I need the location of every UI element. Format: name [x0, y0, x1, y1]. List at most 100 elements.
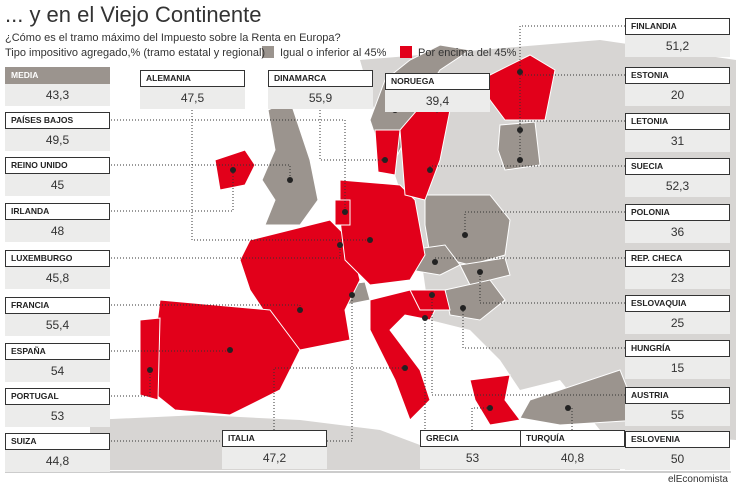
country-box: TURQUÍA 40,8 [520, 430, 625, 469]
country-name: PORTUGAL [5, 388, 110, 405]
country-name: LUXEMBURGO [5, 250, 110, 267]
country-value: 48 [5, 220, 110, 242]
country-value: 51,2 [625, 35, 730, 57]
country-name: ESLOVAQUIA [625, 295, 730, 312]
legend: Igual o inferior al 45% Por encima del 4… [262, 46, 517, 59]
country-box: REP. CHECA 23 [625, 250, 730, 289]
country-value: 53 [5, 405, 110, 427]
country-name: ESTONIA [625, 67, 730, 84]
leader-line [111, 245, 341, 259]
legend-swatch [262, 46, 274, 58]
country-value: 50 [625, 448, 730, 470]
country-value: 23 [625, 267, 730, 289]
country-name: ESPAÑA [5, 343, 110, 360]
country-name: ITALIA [222, 430, 327, 447]
leader-line [519, 74, 625, 130]
leader-line [464, 211, 625, 235]
country-name: HUNGRÍA [625, 340, 730, 357]
unit-note: Tipo impositivo agregado,% (tramo estata… [5, 47, 266, 59]
leader-line [519, 120, 625, 160]
country-name: IRLANDA [5, 203, 110, 220]
country-dot [147, 367, 153, 373]
country-value: 25 [625, 312, 730, 334]
country-name: FRANCIA [5, 297, 110, 314]
country-dot [342, 209, 348, 215]
country-value: 53 [420, 447, 525, 469]
country-name: DINAMARCA [268, 70, 373, 87]
country-dot [297, 307, 303, 313]
legend-label: Por encima del 45% [418, 47, 517, 59]
leader-line [111, 170, 234, 212]
country-value: 47,5 [140, 87, 245, 109]
country-name: ALEMANIA [140, 70, 245, 87]
country-dot [462, 232, 468, 238]
country-value: 20 [625, 84, 730, 106]
country-name: REINO UNIDO [5, 157, 110, 174]
country-box: FRANCIA 55,4 [5, 297, 110, 336]
country-name: GRECIA [420, 430, 525, 447]
leader-line [429, 165, 625, 170]
country-box: PAÍSES BAJOS 49,5 [5, 112, 110, 151]
country-name: POLONIA [625, 204, 730, 221]
country-dot [382, 157, 388, 163]
country-box: ESPAÑA 54 [5, 343, 110, 382]
legend-swatch [400, 46, 412, 58]
country-box: SUIZA 44,8 [5, 433, 110, 472]
country-name: SUECIA [625, 158, 730, 175]
country-value: 55 [625, 404, 730, 426]
country-dot [432, 259, 438, 265]
legend-label: Igual o inferior al 45% [280, 47, 387, 59]
leader-line [319, 110, 385, 161]
country-dot [477, 269, 483, 275]
country-dot [402, 365, 408, 371]
country-name: AUSTRIA [625, 387, 730, 404]
country-box: ESTONIA 20 [625, 67, 730, 106]
country-value: 52,3 [625, 175, 730, 197]
country-box: ALEMANIA 47,5 [140, 70, 245, 109]
average-box: MEDIA 43,3 [5, 67, 110, 106]
country-name: NORUEGA [385, 73, 490, 90]
country-value: 55,9 [268, 87, 373, 109]
country-value: 45,8 [5, 267, 110, 289]
country-dot [287, 177, 293, 183]
country-box: ESLOVENIA 50 [625, 431, 730, 470]
country-box: AUSTRIA 55 [625, 387, 730, 426]
subtitle: ¿Cómo es el tramo máximo del Impuesto so… [5, 32, 341, 44]
country-name: SUIZA [5, 433, 110, 450]
country-box: LUXEMBURGO 45,8 [5, 250, 110, 289]
country-box: GRECIA 53 [420, 430, 525, 469]
leader-line [431, 295, 625, 396]
country-value: 44,8 [5, 450, 110, 472]
leader-line [111, 295, 353, 442]
country-box: ITALIA 47,2 [222, 430, 327, 469]
country-dot [337, 242, 343, 248]
country-value: 31 [625, 130, 730, 152]
leader-line [471, 407, 490, 430]
country-name: REP. CHECA [625, 250, 730, 267]
country-dot [565, 405, 571, 411]
leader-line [111, 350, 231, 352]
country-value: 47,2 [222, 447, 327, 469]
country-name: PAÍSES BAJOS [5, 112, 110, 129]
country-box: ESLOVAQUIA 25 [625, 295, 730, 334]
country-box: FINLANDIA 51,2 [625, 18, 730, 57]
country-value: 40,8 [520, 447, 625, 469]
country-name: LETONIA [625, 113, 730, 130]
country-box: NORUEGA 39,4 [385, 73, 490, 112]
country-dot [427, 167, 433, 173]
leader-line [111, 164, 291, 180]
country-dot [487, 405, 493, 411]
country-value: 15 [625, 357, 730, 379]
leader-line [111, 370, 151, 397]
country-dot [517, 157, 523, 163]
country-box: SUECIA 52,3 [625, 158, 730, 197]
country-dot [517, 69, 523, 75]
country-value: 54 [5, 360, 110, 382]
country-dot [429, 292, 435, 298]
country-name: TURQUÍA [520, 430, 625, 447]
country-box: PORTUGAL 53 [5, 388, 110, 427]
country-box: DINAMARCA 55,9 [268, 70, 373, 109]
country-box: IRLANDA 48 [5, 203, 110, 242]
country-name: ESLOVENIA [625, 431, 730, 448]
